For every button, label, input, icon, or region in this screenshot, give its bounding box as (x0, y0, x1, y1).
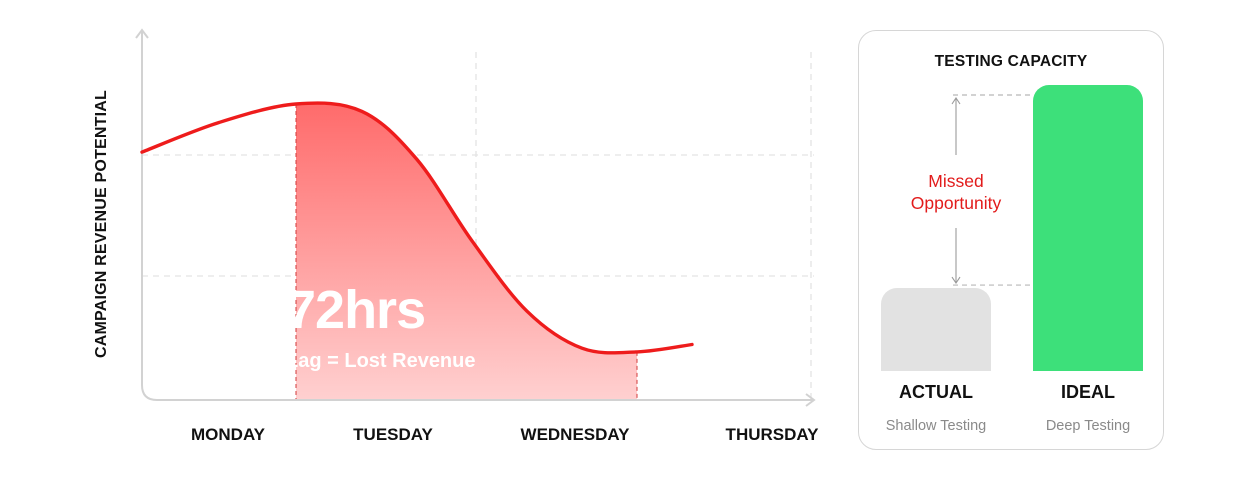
bar-subtitle-actual: Shallow Testing (885, 418, 987, 434)
lag-caption: Lag = Lost Revenue (286, 350, 476, 372)
y-axis-arrow (135, 28, 149, 39)
bar-subtitle-ideal: Deep Testing (1045, 418, 1131, 434)
missed-opportunity-annotation: Missed Opportunity (910, 171, 1002, 213)
lag-area (296, 104, 637, 400)
x-tick-label-monday: MONDAY (191, 425, 265, 444)
bar-actual (881, 288, 991, 371)
bar-label-actual: ACTUAL (899, 382, 973, 402)
x-axis-arrow (805, 393, 816, 407)
y-axis-label: CAMPAIGN REVENUE POTENTIAL (93, 89, 110, 359)
bar-label-ideal: IDEAL (1061, 382, 1115, 402)
x-tick-label-tuesday: TUESDAY (353, 425, 433, 444)
x-tick-label-thursday: THURSDAY (725, 425, 819, 444)
card-title: TESTING CAPACITY (934, 53, 1088, 70)
lag-duration-label: 72hrs (286, 280, 426, 340)
x-tick-label-wednesday: WEDNESDAY (520, 425, 630, 444)
axis-lines (141, 30, 814, 401)
revenue-series-line (140, 101, 694, 355)
bar-ideal (1033, 85, 1143, 371)
revenue-line-chart (135, 28, 816, 407)
